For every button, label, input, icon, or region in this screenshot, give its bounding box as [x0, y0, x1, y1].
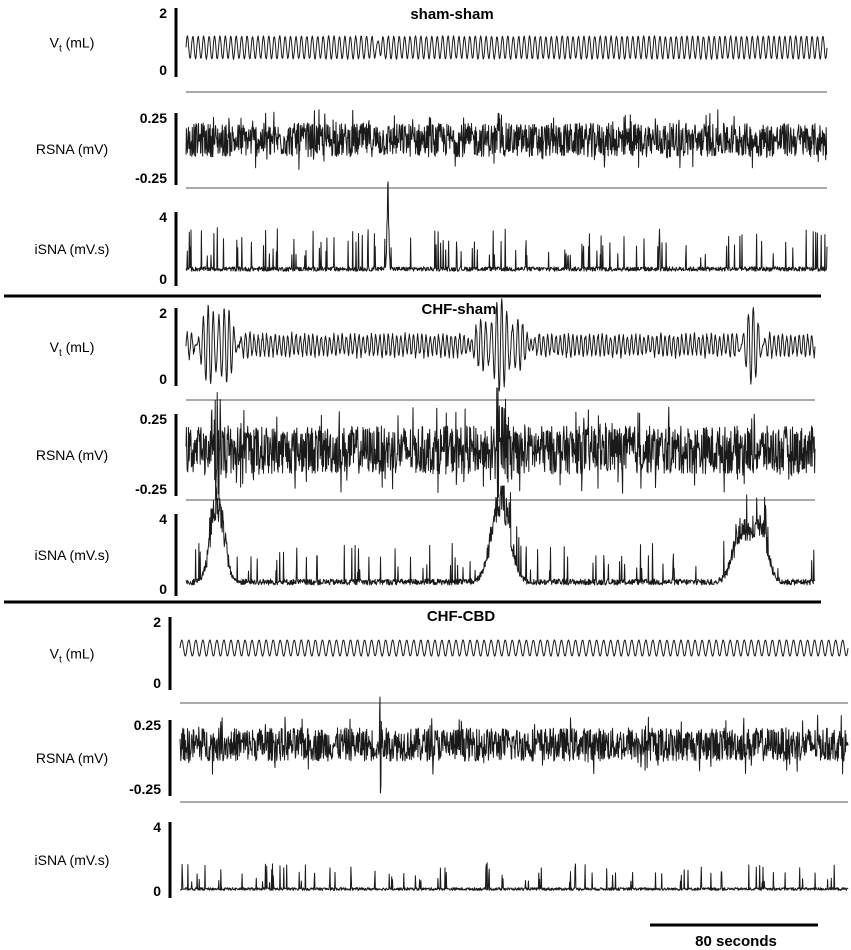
trace-line [179, 862, 849, 891]
y-axis-label-unit: (mV.s) [66, 241, 110, 257]
trace-line [179, 639, 849, 657]
tick-label-top: 2 [159, 5, 167, 21]
tick-label-top: 0.25 [134, 717, 161, 733]
y-axis-label-unit: (mV) [74, 750, 108, 766]
y-axis-label-unit: (mL) [62, 646, 95, 662]
time-scale-bar: 80 seconds [650, 923, 818, 950]
trace-isna: iSNA (mV.s) 4 0 [35, 181, 828, 287]
tick-label-bottom: 0 [159, 371, 167, 387]
trace-rsna: RSNA (mV) 0.25 -0.25 [36, 696, 849, 803]
y-axis-label-subscript: t [59, 655, 62, 666]
tick-label-bottom: 0 [153, 883, 161, 899]
tick-label-top: 2 [153, 614, 161, 630]
tick-label-bottom: -0.25 [129, 781, 161, 797]
tick-label-top: 0.25 [140, 411, 167, 427]
y-axis-label-name: V [50, 35, 60, 51]
y-axis-label: RSNA (mV) [36, 141, 108, 157]
trace-v: Vt (mL) 2 0 [50, 5, 828, 93]
y-axis-label-unit: (mV.s) [66, 547, 110, 563]
panel-title: sham-sham [410, 6, 493, 23]
y-axis-label-name: iSNA [35, 547, 68, 563]
panel-3: CHF-CBD Vt (mL) 2 0 RSNA (mV) 0.25 -0.25 iSNA (… [35, 608, 849, 899]
trace-v: Vt (mL) 2 0 [50, 298, 816, 401]
tick-label-top: 4 [159, 209, 167, 225]
tick-label-top: 2 [159, 305, 167, 321]
y-axis-label: iSNA (mV.s) [35, 547, 110, 563]
y-axis-label-name: RSNA [36, 141, 76, 157]
y-axis-label: iSNA (mV.s) [35, 241, 110, 257]
y-axis-label-name: V [50, 339, 60, 355]
panel-title: CHF-CBD [427, 608, 495, 625]
tick-label-bottom: 0 [159, 271, 167, 287]
y-axis-label: RSNA (mV) [36, 750, 108, 766]
trace-rsna: RSNA (mV) 0.25 -0.25 [36, 109, 828, 189]
y-axis-label-name: RSNA [36, 447, 76, 463]
trace-isna: iSNA (mV.s) 4 0 [35, 819, 849, 899]
panel-title: CHF-sham [421, 301, 496, 318]
trace-line [185, 181, 828, 272]
trace-v: Vt (mL) 2 0 [50, 614, 849, 704]
trace-isna: iSNA (mV.s) 4 0 [35, 485, 816, 597]
scale-bar-label: 80 seconds [695, 933, 777, 950]
trace-line [185, 485, 816, 586]
trace-line [185, 298, 816, 392]
y-axis-label: iSNA (mV.s) [35, 852, 110, 868]
trace-line [179, 696, 849, 794]
y-axis-label-name: V [50, 646, 60, 662]
y-axis-label-unit: (mV.s) [66, 852, 110, 868]
tick-label-top: 4 [153, 819, 161, 835]
tick-label-top: 4 [159, 511, 167, 527]
trace-line [185, 109, 828, 170]
y-axis-label-unit: (mV) [74, 447, 108, 463]
y-axis-label-name: RSNA [36, 750, 76, 766]
tick-label-bottom: -0.25 [135, 170, 167, 186]
trace-rsna: RSNA (mV) 0.25 -0.25 [36, 387, 816, 511]
y-axis-label-unit: (mL) [62, 35, 95, 51]
y-axis-label-unit: (mV) [74, 141, 108, 157]
y-axis-label: Vt (mL) [50, 35, 95, 55]
y-axis-label-name: iSNA [35, 241, 68, 257]
trace-line [185, 387, 816, 511]
y-axis-label-name: iSNA [35, 852, 68, 868]
y-axis-label: Vt (mL) [50, 646, 95, 666]
trace-line [185, 35, 828, 60]
y-axis-label: Vt (mL) [50, 339, 95, 359]
tick-label-bottom: -0.25 [135, 481, 167, 497]
tick-label-bottom: 0 [159, 62, 167, 78]
tick-label-top: 0.25 [140, 110, 167, 126]
tick-label-bottom: 0 [153, 675, 161, 691]
y-axis-label-subscript: t [59, 348, 62, 359]
tick-label-bottom: 0 [159, 581, 167, 597]
y-axis-label-unit: (mL) [62, 339, 95, 355]
y-axis-label-subscript: t [59, 44, 62, 55]
y-axis-label: RSNA (mV) [36, 447, 108, 463]
